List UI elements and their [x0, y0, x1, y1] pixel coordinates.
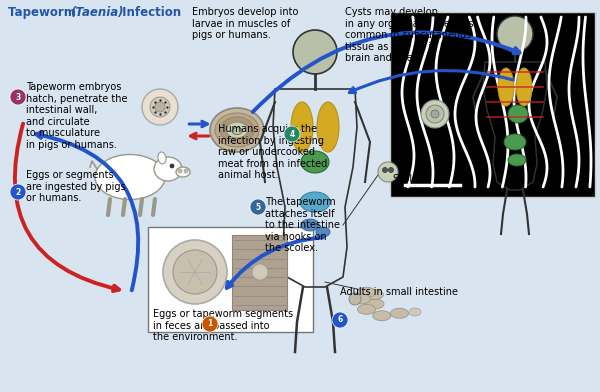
Text: 3: 3	[16, 93, 20, 102]
Text: Humans acquire the
infection by ingesting
raw or undercooked
meat from an infect: Humans acquire the infection by ingestin…	[218, 124, 327, 180]
Ellipse shape	[176, 167, 190, 177]
Ellipse shape	[291, 102, 313, 152]
Ellipse shape	[215, 113, 259, 147]
Circle shape	[431, 110, 439, 118]
Circle shape	[389, 167, 394, 172]
Circle shape	[10, 89, 26, 105]
Circle shape	[421, 100, 449, 128]
Ellipse shape	[352, 294, 370, 304]
Ellipse shape	[232, 127, 242, 134]
Circle shape	[10, 184, 26, 200]
Text: 2: 2	[16, 187, 20, 196]
Text: Tapeworm: Tapeworm	[8, 6, 80, 19]
Ellipse shape	[154, 157, 182, 181]
Text: (Taenia): (Taenia)	[70, 6, 124, 19]
Circle shape	[293, 30, 337, 74]
Ellipse shape	[366, 299, 384, 309]
Ellipse shape	[226, 122, 248, 138]
Ellipse shape	[301, 151, 329, 173]
Text: Adults in small intestine: Adults in small intestine	[340, 287, 458, 297]
Text: Infection: Infection	[118, 6, 181, 19]
Circle shape	[202, 316, 218, 332]
Circle shape	[163, 240, 227, 304]
Ellipse shape	[409, 308, 421, 316]
Text: 6: 6	[337, 316, 343, 325]
Circle shape	[378, 162, 398, 182]
Ellipse shape	[220, 117, 254, 143]
Text: Embryos develop into
larvae in muscles of
pigs or humans.: Embryos develop into larvae in muscles o…	[192, 7, 298, 40]
Ellipse shape	[316, 227, 330, 237]
Text: 1: 1	[208, 319, 212, 328]
Circle shape	[332, 312, 348, 328]
Ellipse shape	[508, 105, 528, 123]
Bar	[232, 235, 287, 310]
Circle shape	[155, 102, 165, 112]
Bar	[148, 227, 313, 332]
Ellipse shape	[158, 152, 166, 164]
Circle shape	[173, 250, 217, 294]
Text: Cysts may develop
in any organ, and are most
common in subcutaneous
tissue as we: Cysts may develop in any organ, and are …	[345, 7, 478, 64]
Circle shape	[252, 264, 268, 280]
Ellipse shape	[210, 108, 264, 152]
Ellipse shape	[358, 287, 376, 297]
Text: Scolex: Scolex	[392, 174, 424, 184]
Ellipse shape	[508, 154, 526, 166]
Ellipse shape	[498, 68, 514, 106]
Circle shape	[142, 89, 178, 125]
Circle shape	[184, 169, 188, 173]
Circle shape	[426, 105, 444, 123]
Ellipse shape	[317, 102, 339, 152]
Text: 4: 4	[289, 129, 295, 138]
Text: Tapeworm embryos
hatch, penetrate the
intestinal wall,
and circulate
to musculat: Tapeworm embryos hatch, penetrate the in…	[26, 82, 128, 150]
Circle shape	[170, 164, 174, 168]
Text: The tapeworm
attaches itself
to the intestine
via hooks on
the scolex.: The tapeworm attaches itself to the inte…	[265, 197, 340, 253]
Bar	[390, 12, 595, 197]
Circle shape	[349, 293, 361, 305]
Ellipse shape	[301, 219, 319, 231]
Text: Eggs or segments
are ingested by pigs
or humans.: Eggs or segments are ingested by pigs or…	[26, 170, 125, 203]
Ellipse shape	[365, 290, 383, 299]
Ellipse shape	[95, 154, 165, 200]
Circle shape	[497, 16, 533, 52]
Ellipse shape	[391, 308, 409, 318]
Circle shape	[250, 199, 266, 215]
Ellipse shape	[504, 134, 526, 150]
Circle shape	[284, 126, 300, 142]
Ellipse shape	[373, 311, 391, 321]
Ellipse shape	[516, 68, 532, 106]
Ellipse shape	[358, 304, 376, 314]
Circle shape	[178, 169, 182, 173]
Text: Eggs or tapeworm segments
in feces are passed into
the environment.: Eggs or tapeworm segments in feces are p…	[153, 309, 293, 342]
Text: 5: 5	[256, 203, 260, 212]
Ellipse shape	[300, 192, 330, 212]
Circle shape	[150, 97, 170, 117]
Circle shape	[383, 167, 388, 172]
